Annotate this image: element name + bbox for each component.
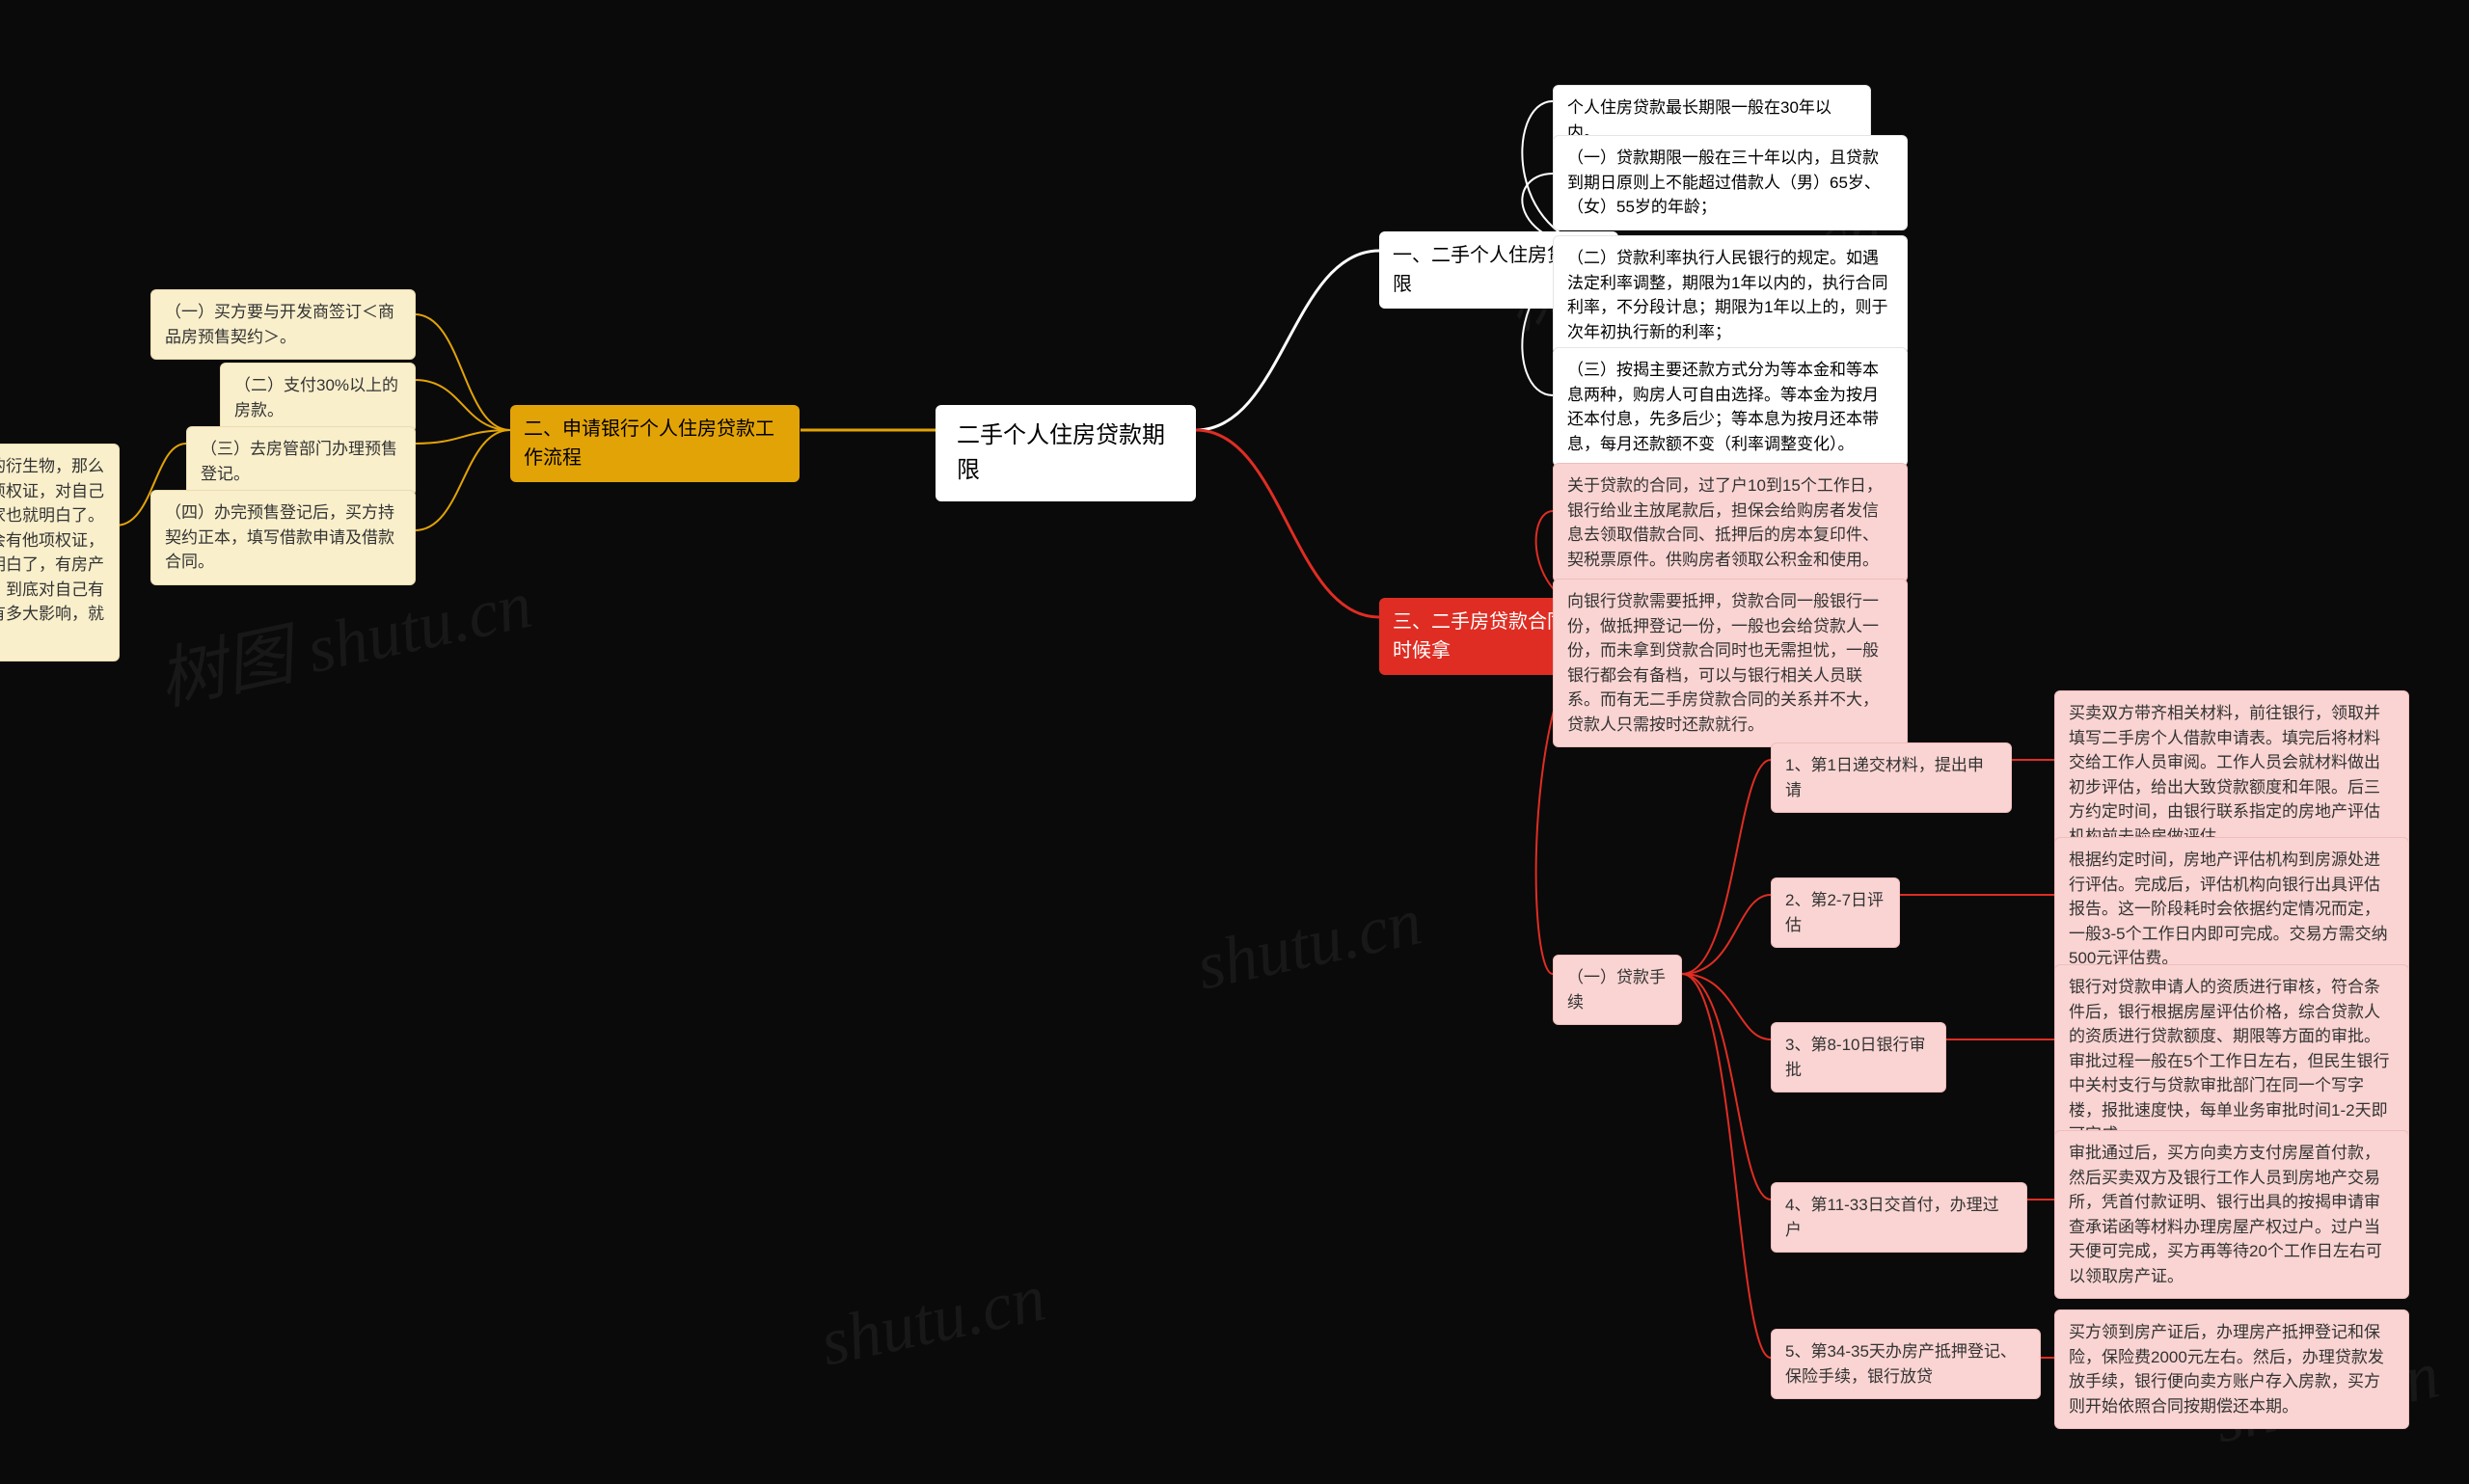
leaf-label: （二）支付30%以上的房款。 [234,376,398,419]
leaf-label: 4、第11-33日交首付，办理过户 [1785,1196,1999,1239]
step-2-title[interactable]: 2、第2-7日评估 [1771,877,1900,948]
leaf-label: 3、第8-10日银行审批 [1785,1036,1925,1079]
root-label: 二手个人住房贷款期限 [957,422,1165,483]
root-node[interactable]: 二手个人住房贷款期限 [936,405,1196,501]
branch-3-intro-0[interactable]: 关于贷款的合同，过了户10到15个工作日，银行给业主放尾款后，担保会给购房者发信… [1553,463,1908,582]
branch-1-leaf-3[interactable]: （三）按揭主要还款方式分为等本金和等本息两种，购房人可自由选择。等本金为按月还本… [1553,347,1908,467]
branch-3-proc[interactable]: （一）贷款手续 [1553,955,1682,1025]
step-1-detail[interactable]: 买卖双方带齐相关材料，前往银行，领取并填写二手房个人借款申请表。填完后将材料交给… [2054,690,2409,859]
leaf-label: 买卖双方带齐相关材料，前往银行，领取并填写二手房个人借款申请表。填完后将材料交给… [2069,704,2380,846]
leaf-label: （三）去房管部门办理预售登记。 [201,440,397,483]
branch-2[interactable]: 二、申请银行个人住房贷款工作流程 [510,405,800,482]
leaf-label: （三）按揭主要还款方式分为等本金和等本息两种，购房人可自由选择。等本金为按月还本… [1567,361,1879,453]
branch-2-leaf-1[interactable]: （二）支付30%以上的房款。 [220,363,416,433]
watermark: shutu.cn [814,1259,1052,1382]
branch-2-leaf-extra[interactable]: 他项权证是房产证的衍生物，那么到底有房产证没他项权证，对自己有什么影响想必大家也… [0,444,120,661]
branch-2-leaf-3[interactable]: （四）办完预售登记后，买方持契约正本，填写借款申请及借款合同。 [150,490,416,585]
step-1-title[interactable]: 1、第1日递交材料，提出申请 [1771,742,2012,813]
leaf-label: 买方领到房产证后，办理房产抵押登记和保险，保险费2000元左右。然后，办理贷款发… [2069,1323,2384,1416]
leaf-label: 1、第1日递交材料，提出申请 [1785,756,1984,799]
step-4-title[interactable]: 4、第11-33日交首付，办理过户 [1771,1182,2027,1253]
leaf-label: （二）贷款利率执行人民银行的规定。如遇法定利率调整，期限为1年以内的，执行合同利… [1567,249,1887,341]
leaf-label: 2、第2-7日评估 [1785,891,1884,934]
step-5-title[interactable]: 5、第34-35天办房产抵押登记、保险手续，银行放贷 [1771,1329,2041,1399]
leaf-label: （一）贷款手续 [1567,968,1666,1012]
branch-1-leaf-2[interactable]: （二）贷款利率执行人民银行的规定。如遇法定利率调整，期限为1年以内的，执行合同利… [1553,235,1908,355]
leaf-label: 关于贷款的合同，过了户10到15个工作日，银行给业主放尾款后，担保会给购房者发信… [1567,476,1883,569]
leaf-label: 根据约定时间，房地产评估机构到房源处进行评估。完成后，评估机构向银行出具评估报告… [2069,850,2388,967]
step-4-detail[interactable]: 审批通过后，买方向卖方支付房屋首付款，然后买卖双方及银行工作人员到房地产交易所，… [2054,1130,2409,1299]
leaf-label: 他项权证是房产证的衍生物，那么到底有房产证没他项权证，对自己有什么影响想必大家也… [0,457,104,648]
leaf-label: 5、第34-35天办房产抵押登记、保险手续，银行放贷 [1785,1342,2017,1386]
branch-2-label: 二、申请银行个人住房贷款工作流程 [524,418,774,469]
branch-2-leaf-2[interactable]: （三）去房管部门办理预售登记。 [186,426,416,497]
leaf-label: （一）贷款期限一般在三十年以内，且贷款到期日原则上不能超过借款人（男）65岁、（… [1567,148,1881,216]
leaf-label: 银行对贷款申请人的资质进行审核，符合条件后，银行根据房屋评估价格，综合贷款人的资… [2069,978,2389,1144]
leaf-label: 向银行贷款需要抵押，贷款合同一般银行一份，做抵押登记一份，一般也会给贷款人一份，… [1567,592,1879,734]
watermark: shutu.cn [1190,883,1428,1006]
step-3-detail[interactable]: 银行对贷款申请人的资质进行审核，符合条件后，银行根据房屋评估价格，综合贷款人的资… [2054,964,2409,1158]
leaf-label: 审批通过后，买方向卖方支付房屋首付款，然后买卖双方及银行工作人员到房地产交易所，… [2069,1144,2382,1285]
step-5-detail[interactable]: 买方领到房产证后，办理房产抵押登记和保险，保险费2000元左右。然后，办理贷款发… [2054,1309,2409,1429]
leaf-label: （一）买方要与开发商签订＜商品房预售契约＞。 [165,303,394,346]
branch-2-leaf-0[interactable]: （一）买方要与开发商签订＜商品房预售契约＞。 [150,289,416,360]
branch-3-intro-1[interactable]: 向银行贷款需要抵押，贷款合同一般银行一份，做抵押登记一份，一般也会给贷款人一份，… [1553,579,1908,747]
branch-1-leaf-1[interactable]: （一）贷款期限一般在三十年以内，且贷款到期日原则上不能超过借款人（男）65岁、（… [1553,135,1908,230]
step-2-detail[interactable]: 根据约定时间，房地产评估机构到房源处进行评估。完成后，评估机构向银行出具评估报告… [2054,837,2409,982]
step-3-title[interactable]: 3、第8-10日银行审批 [1771,1022,1946,1093]
leaf-label: （四）办完预售登记后，买方持契约正本，填写借款申请及借款合同。 [165,503,394,571]
